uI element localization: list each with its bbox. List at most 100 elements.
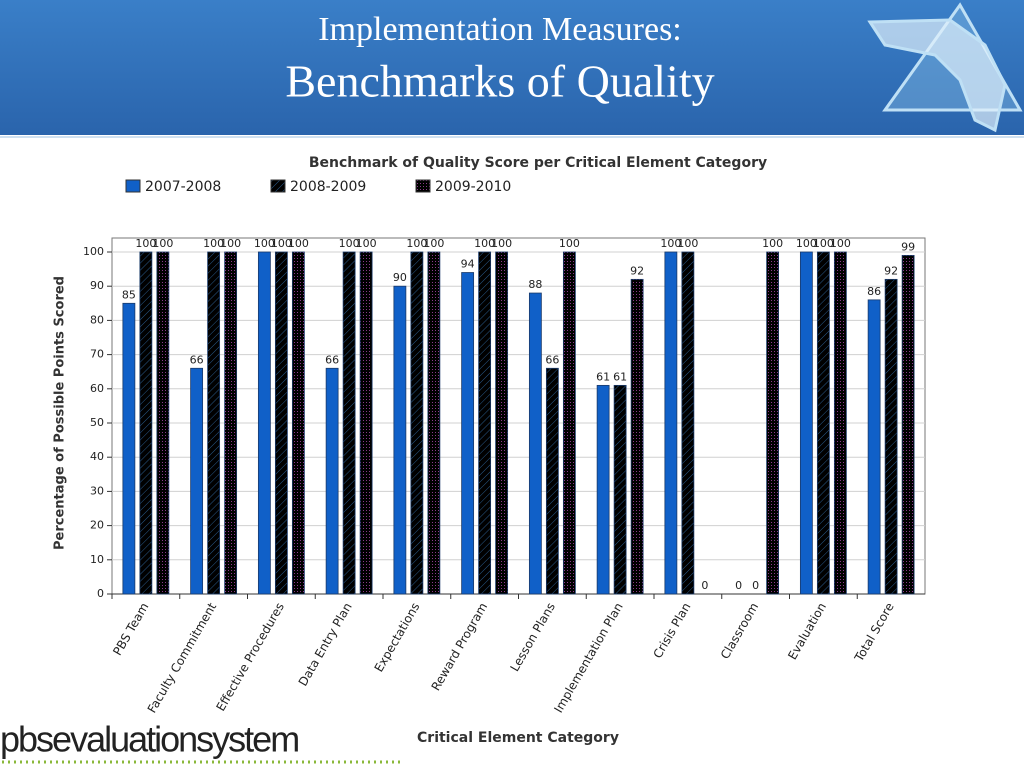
value-label: 66 [545,353,559,366]
value-label: 100 [220,237,241,250]
value-label: 100 [135,237,156,250]
bar [139,251,153,595]
value-label: 0 [701,579,708,592]
y-tick-label: 60 [90,382,104,395]
value-label: 100 [288,237,309,250]
bar [664,251,678,595]
bar [901,255,915,595]
value-label: 66 [325,353,339,366]
bar [766,251,780,595]
plot-area [111,237,926,595]
bar [224,251,238,595]
y-tick-label: 100 [83,245,104,258]
bar [257,251,271,595]
legend-swatch [415,179,431,193]
value-label: 0 [735,579,742,592]
bar [884,278,898,595]
y-axis-title: Percentage of Possible Points Scored [53,276,68,550]
value-label: 0 [752,579,759,592]
value-label: 100 [271,237,292,250]
y-tick-label: 40 [90,450,104,463]
x-tick-label: Expectations [372,600,423,674]
value-label: 100 [339,237,360,250]
y-tick-label: 90 [90,279,104,292]
chart-title: Benchmark of Quality Score per Critical … [309,155,767,171]
x-tick-label: Evaluation [785,600,829,662]
bar [833,251,847,595]
x-tick-label: Reward Program [429,600,491,693]
value-label: 100 [356,237,377,250]
x-tick-label: Data Entry Plan [296,600,355,688]
legend-label: 2008-2009 [290,179,366,195]
bar [156,251,170,595]
bar [630,278,644,595]
value-label: 100 [423,237,444,250]
x-tick-label: PBS Team [110,600,151,658]
bar [122,302,136,595]
legend-label: 2009-2010 [435,179,511,195]
logo-mark [867,2,1023,133]
y-tick-label: 50 [90,416,104,429]
slide-title-line1: Implementation Measures: [318,11,682,48]
bar [461,272,475,595]
value-label: 100 [474,237,495,250]
y-tick-label: 80 [90,313,104,326]
bar [816,251,830,595]
value-label: 88 [528,278,542,291]
value-label: 100 [254,237,275,250]
bar [596,384,610,595]
bar [545,367,559,595]
x-tick-label: Lesson Plans [507,600,558,674]
value-label: 100 [796,237,817,250]
value-label: 85 [122,288,136,301]
slide-title-line2: Benchmarks of Quality [285,56,714,107]
value-label: 90 [393,271,407,284]
bar [190,367,204,595]
value-label: 92 [884,264,898,277]
value-label: 100 [830,237,851,250]
bar [528,292,542,595]
bar [291,251,305,595]
bar [495,251,509,595]
bar [274,251,288,595]
value-label: 66 [190,353,204,366]
value-label: 100 [660,237,681,250]
value-label: 61 [613,370,627,383]
bar [325,367,339,595]
x-tick-label: Faculty Commitment [145,600,220,715]
bar [799,251,813,595]
y-tick-label: 70 [90,348,104,361]
bar [410,251,424,595]
bar [867,299,881,595]
bar [681,251,695,595]
x-tick-label: Implementation Plan [551,600,625,715]
logo-text: pbsevaluationsystem [0,719,298,760]
value-label: 100 [406,237,427,250]
value-label: 100 [813,237,834,250]
legend-label: 2007-2008 [145,179,221,195]
bar [359,251,373,595]
bar [478,251,492,595]
bar [427,251,441,595]
y-tick-label: 20 [90,519,104,532]
y-tick-label: 30 [90,484,104,497]
bar [207,251,221,595]
value-label: 61 [596,370,610,383]
y-tick-label: 10 [90,553,104,566]
bar [613,384,627,595]
bar [393,285,407,595]
value-label: 100 [677,237,698,250]
legend-swatch [270,179,286,193]
x-tick-label: Classroom [718,600,761,661]
y-tick-label: 0 [97,587,104,600]
value-label: 92 [630,264,644,277]
bar [562,251,576,595]
value-label: 86 [867,285,881,298]
value-label: 99 [901,240,915,253]
x-tick-label: Effective Procedures [214,600,287,713]
x-tick-label: Crisis Plan [650,600,693,661]
value-label: 100 [762,237,783,250]
value-label: 94 [461,258,475,271]
legend-swatch [125,179,141,193]
